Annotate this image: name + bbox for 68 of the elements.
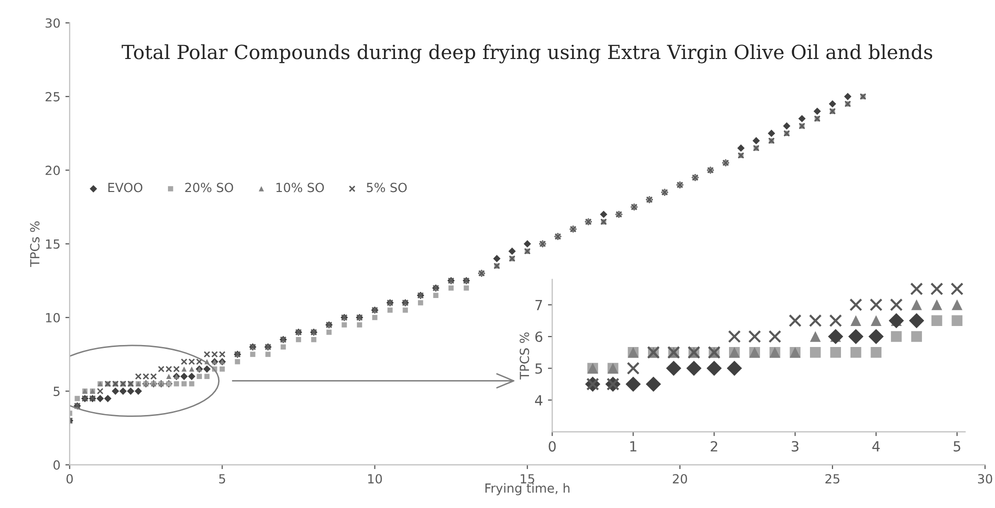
x-tick-label: 5	[219, 474, 226, 484]
point	[728, 330, 741, 343]
y-tick-label: 20	[46, 166, 60, 176]
y-axis-title: TPCs %	[30, 221, 40, 268]
point	[686, 360, 702, 376]
legend-label: EVOO	[108, 182, 142, 192]
point	[768, 330, 782, 343]
text: Total Polar Compounds during deep frying using Extra Virgin Olive Oil and blends	[122, 44, 932, 64]
point	[890, 331, 902, 342]
point	[911, 331, 922, 342]
point	[930, 282, 944, 296]
point	[950, 282, 964, 296]
point	[626, 362, 640, 375]
y-tick-label: 30	[46, 18, 60, 28]
point	[829, 314, 842, 328]
x-tick-label: 30	[978, 474, 992, 484]
point	[870, 347, 882, 358]
y-tick-label: 6	[535, 332, 542, 342]
x-tick-label: 15	[520, 474, 534, 484]
point	[848, 328, 864, 344]
point	[911, 299, 922, 310]
x-tick-label: 0	[66, 474, 73, 484]
x-tick-label: 3	[792, 441, 798, 452]
legend-label: 5% SO	[366, 182, 407, 192]
point	[952, 299, 962, 310]
point	[952, 315, 962, 326]
point	[706, 360, 722, 376]
y-tick-label: 10	[46, 312, 60, 322]
point	[890, 298, 903, 312]
point	[849, 298, 862, 312]
x-tick-label: 1	[630, 441, 636, 452]
y-tick-label: 5	[54, 386, 60, 396]
point	[850, 347, 862, 358]
x-axis-title: Frying time, h	[485, 483, 570, 496]
x-tick-label: 10	[368, 474, 382, 484]
legend-label: 20% SO	[185, 182, 234, 192]
point	[810, 331, 821, 342]
y-tick-label: 15	[46, 239, 60, 249]
point	[931, 299, 942, 310]
y-tick-label: 5	[535, 363, 542, 374]
point	[666, 360, 682, 376]
point	[868, 328, 884, 344]
x-tick-label: 20	[672, 474, 688, 484]
legend-label: 10% SO	[276, 182, 324, 192]
point	[830, 347, 841, 358]
point	[726, 360, 742, 376]
x-tick-label: 0	[548, 441, 556, 452]
x-tick-label: 25	[825, 474, 840, 484]
point	[626, 376, 641, 392]
y-tick-label: 25	[46, 92, 60, 102]
y-axis-title: TPCS %	[520, 332, 530, 380]
x-tick-label: 5	[954, 441, 960, 452]
point	[910, 282, 923, 296]
point	[810, 347, 821, 358]
point	[808, 314, 822, 328]
point	[870, 298, 883, 312]
point	[908, 313, 924, 328]
point	[748, 330, 762, 343]
point	[646, 376, 662, 392]
point	[931, 315, 942, 326]
point	[870, 315, 882, 326]
x-tick-label: 2	[710, 441, 718, 452]
point	[788, 314, 802, 328]
y-tick-label: 7	[536, 300, 542, 310]
x-tick-label: 4	[872, 441, 880, 452]
point	[850, 315, 862, 326]
y-tick-label: 0	[53, 460, 60, 470]
y-tick-label: 4	[535, 395, 542, 406]
